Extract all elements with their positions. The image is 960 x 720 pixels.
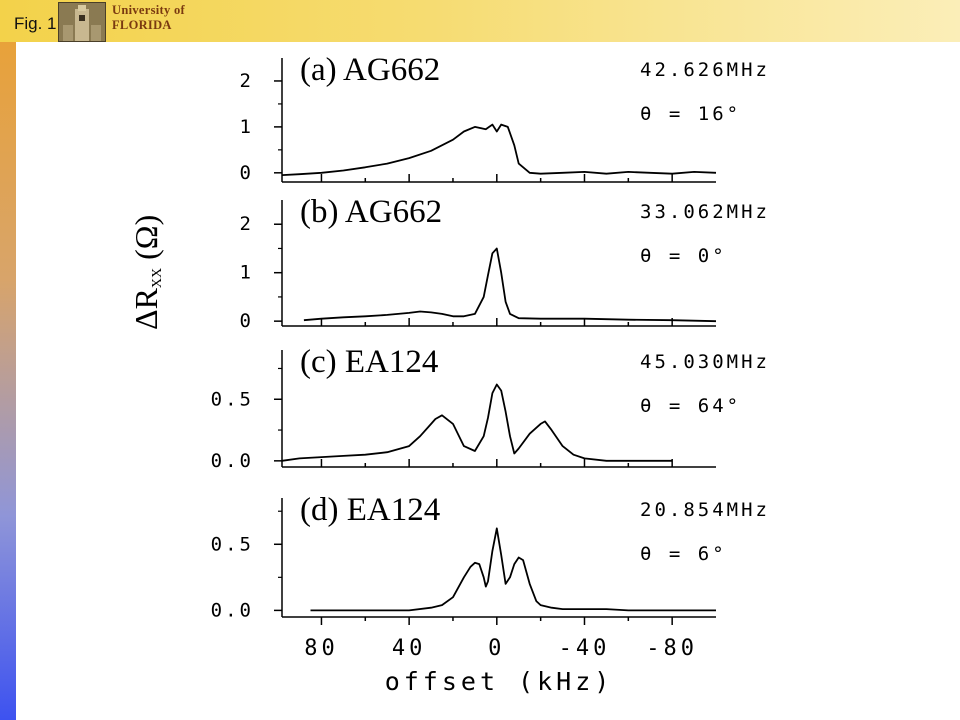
y-tick-label: 1 (240, 116, 254, 138)
y-tick-label: 0.0 (211, 450, 254, 472)
y-tick-label: 2 (240, 213, 254, 235)
panel-title-2: (b) AG662 (300, 194, 442, 230)
x-tick-label: 80 (304, 636, 339, 661)
series-line-4 (310, 527, 716, 612)
series-line-1 (281, 123, 717, 176)
y-tick-label: 2 (240, 70, 254, 92)
y-tick-label: 0 (240, 162, 254, 184)
y-tick-label: 0.5 (211, 533, 254, 555)
series-line-3 (281, 383, 673, 462)
y-tick-label: 0.5 (211, 388, 254, 410)
y-tick-label: 0.0 (211, 599, 254, 621)
panel-angle-1: θ = 16° (640, 103, 741, 125)
university-line-2: FLORIDA (112, 18, 172, 32)
panel-title-4: (d) EA124 (300, 492, 440, 528)
university-line-1: University of (112, 3, 185, 17)
figure-label: Fig. 1 (14, 14, 57, 33)
university-logo-text: University of FLORIDA (112, 3, 185, 33)
panel-title-1: (a) AG662 (300, 52, 440, 88)
panel-title-3: (c) EA124 (300, 344, 438, 380)
panel-angle-3: θ = 64° (640, 395, 741, 417)
y-tick-label: 1 (240, 262, 254, 284)
x-axis-label: offset (kHz) (385, 667, 614, 696)
x-tick-label: -40 (559, 636, 611, 661)
panel-frequency-4: 20.854MHz (640, 499, 770, 521)
y-tick-label: 0 (240, 310, 254, 332)
university-tower-icon (58, 2, 106, 42)
x-tick-label: 40 (392, 636, 427, 661)
panel-frequency-3: 45.030MHz (640, 351, 770, 373)
panel-angle-4: θ = 6° (640, 543, 727, 565)
panel-frequency-2: 33.062MHz (640, 201, 770, 223)
header-bar (0, 0, 960, 42)
x-tick-label: 0 (488, 636, 505, 661)
series-line-2 (303, 247, 717, 323)
panel-frequency-1: 42.626MHz (640, 59, 770, 81)
side-gradient-bar (0, 42, 16, 720)
panel-angle-2: θ = 0° (640, 245, 727, 267)
x-tick-label: -80 (646, 636, 698, 661)
